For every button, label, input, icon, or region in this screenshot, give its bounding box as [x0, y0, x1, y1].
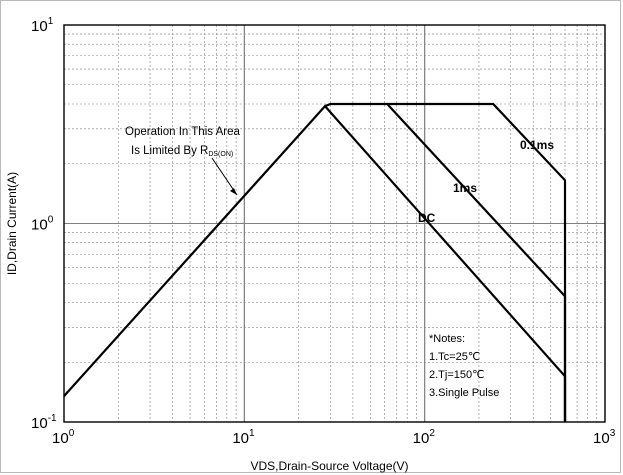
curve-label-dc: DC [418, 211, 436, 225]
y-tick-label: 101 [31, 16, 54, 35]
x-tick-label: 100 [52, 428, 75, 447]
notes-block: *Notes: 1.Tc=25℃ 2.Tj=150℃ 3.Single Puls… [429, 333, 499, 399]
notes-line-0: *Notes: [429, 333, 465, 345]
y-tick-label: 100 [31, 215, 54, 234]
x-tick-label: 101 [232, 428, 255, 447]
series-layer [63, 102, 567, 422]
x-tick-label: 103 [593, 428, 616, 447]
annotation-arrow [211, 157, 238, 196]
y-tick-label: 10-1 [31, 413, 57, 432]
y-axis-label: ID,Drain Current(A) [5, 172, 19, 275]
region-annotation: Operation In This Area Is Limited By RDS… [125, 126, 240, 196]
annotation-arrow-head [230, 188, 237, 195]
notes-line-1: 1.Tc=25℃ [429, 351, 480, 363]
notes-line-3: 3.Single Pulse [429, 387, 499, 399]
notes-line-2: 2.Tj=150℃ [429, 369, 484, 381]
plot-border [63, 24, 606, 423]
x-axis-label: VDS,Drain-Source Voltage(V) [250, 459, 408, 473]
grid [63, 24, 606, 423]
region-annotation-line1: Operation In This Area [125, 126, 240, 138]
curve-label-1ms: 1ms [453, 181, 477, 195]
series-0-1ms-line [387, 102, 567, 422]
region-annotation-line2: Is Limited By RDS(ON) [131, 145, 233, 158]
curve-label-0-1ms: 0.1ms [520, 138, 554, 152]
x-tick-label: 102 [413, 428, 436, 447]
